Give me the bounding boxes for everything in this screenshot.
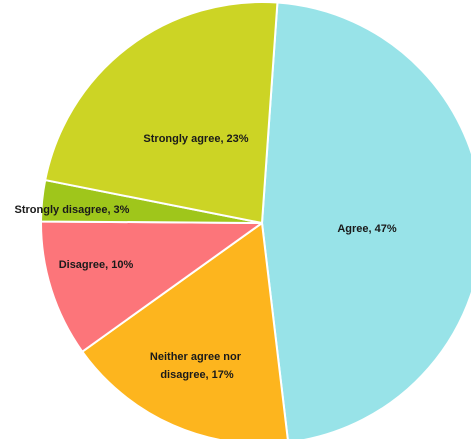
slice-label-strongly-disagree: Strongly disagree, 3% [15, 204, 130, 216]
slice-label-neither: Neither agree nor disagree, 17% [150, 351, 244, 381]
pie-slice-strongly-agree [44, 1, 279, 224]
pie-labels: Agree, 47% Neither agree nor disagree, 1… [15, 133, 397, 381]
slice-label-strongly-agree: Strongly agree, 23% [143, 133, 248, 145]
pie-slice-disagree [40, 220, 263, 353]
pie-slice-neither [81, 222, 289, 439]
pie-slice-agree [261, 1, 471, 439]
pie-slices [40, 1, 471, 439]
slice-label-disagree: Disagree, 10% [59, 259, 134, 271]
slice-label-agree: Agree, 47% [337, 223, 397, 235]
